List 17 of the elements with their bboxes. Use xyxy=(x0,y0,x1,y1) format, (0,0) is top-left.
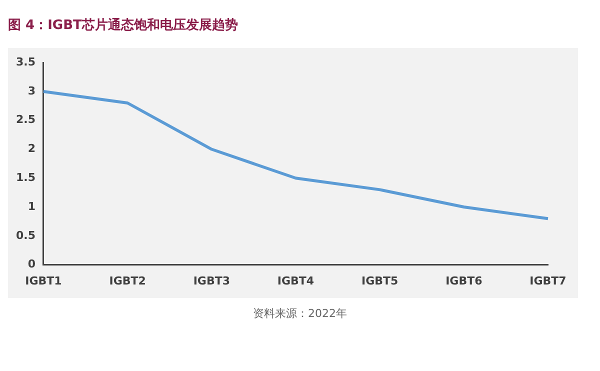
y-tick-label: 1.5 xyxy=(16,171,36,184)
x-tick-label: IGBT4 xyxy=(277,274,314,288)
x-tick-label: IGBT5 xyxy=(361,274,398,288)
x-tick-label: IGBT6 xyxy=(446,274,483,288)
x-tick-label: IGBT3 xyxy=(193,274,230,288)
y-tick-label: 3 xyxy=(28,84,36,98)
y-tick-label: 3.5 xyxy=(16,55,36,68)
y-tick-label: 1 xyxy=(28,200,36,213)
x-tick-label: IGBT7 xyxy=(530,274,566,288)
text: 资料来源：2022年 xyxy=(252,306,348,321)
y-tick-label: 2 xyxy=(28,142,36,156)
y-tick-label: 0.5 xyxy=(16,228,36,242)
y-tick-label: 2.5 xyxy=(16,113,36,126)
x-tick-label: IGBT2 xyxy=(109,274,146,288)
chart-title: 图 4：IGBT芯片通态饱和电压发展趋势 xyxy=(8,17,239,34)
y-tick-label: 0 xyxy=(28,258,36,271)
x-tick-label: IGBT1 xyxy=(25,274,62,288)
